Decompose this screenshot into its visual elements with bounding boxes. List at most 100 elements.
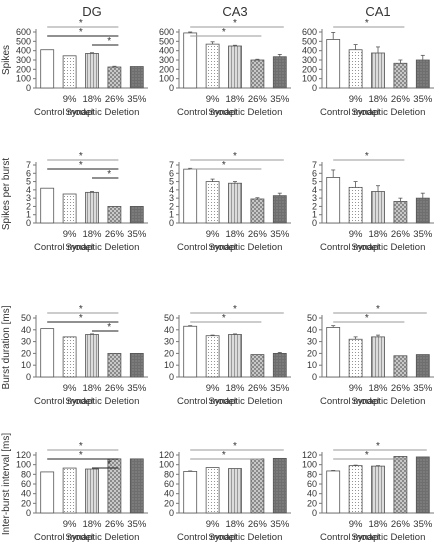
category-label-2: 18% xyxy=(368,519,388,530)
y-tick-label: 600 xyxy=(302,27,317,37)
significance-star: * xyxy=(376,304,380,315)
bar-1 xyxy=(62,193,77,224)
y-tick-label: 200 xyxy=(16,64,31,74)
y-tick-label: 1 xyxy=(169,210,174,220)
y-tick-label: 4 xyxy=(312,185,317,195)
category-label-1: 9% xyxy=(349,383,363,394)
y-tick-label: 300 xyxy=(159,55,174,65)
significance-star: * xyxy=(365,313,369,324)
bar-0 xyxy=(183,32,198,89)
significance-star: * xyxy=(79,18,83,29)
category-label-2: 18% xyxy=(82,94,102,105)
category-label-1: 9% xyxy=(206,519,220,530)
y-tick-label: 20 xyxy=(164,498,174,508)
y-tick-label: 0 xyxy=(312,218,317,228)
y-tick-label: 7 xyxy=(169,160,174,170)
category-label-1: 9% xyxy=(63,229,77,240)
category-label-control: Control model xyxy=(34,242,93,253)
category-label-4: 35% xyxy=(127,383,147,394)
significance-star: * xyxy=(222,450,226,461)
y-tick-label: 0 xyxy=(169,218,174,228)
category-label-3: 26% xyxy=(105,229,125,240)
category-label-1: 9% xyxy=(63,519,77,530)
category-label-2: 18% xyxy=(82,519,102,530)
category-label-4: 35% xyxy=(127,229,147,240)
y-tick-label: 4 xyxy=(169,185,174,195)
y-tick-label: 0 xyxy=(312,508,317,518)
significance-star: * xyxy=(79,450,83,461)
y-tick-label: 20 xyxy=(21,348,31,358)
bar-3 xyxy=(393,201,408,224)
bar-0 xyxy=(183,325,198,378)
y-tick-label: 2 xyxy=(169,201,174,211)
bar-4 xyxy=(129,458,144,514)
category-label-2: 18% xyxy=(368,229,388,240)
y-tick-label: 600 xyxy=(16,27,31,37)
bar-1 xyxy=(348,49,363,89)
y-tick-label: 40 xyxy=(21,489,31,499)
y-tick-label: 50 xyxy=(164,313,174,323)
category-label-1: 9% xyxy=(349,94,363,105)
bar-4 xyxy=(272,56,287,89)
category-label-4: 35% xyxy=(127,94,147,105)
y-tick-label: 2 xyxy=(26,201,31,211)
y-tick-label: 500 xyxy=(159,36,174,46)
category-label-3: 26% xyxy=(391,519,411,530)
y-tick-label: 100 xyxy=(159,460,174,470)
y-tick-label: 500 xyxy=(16,36,31,46)
category-label-4: 35% xyxy=(413,94,433,105)
category-label-2: 18% xyxy=(225,383,245,394)
y-tick-label: 4 xyxy=(26,185,31,195)
bar-4 xyxy=(129,66,144,89)
y-tick-label: 6 xyxy=(312,168,317,178)
significance-star: * xyxy=(79,304,83,315)
category-label-deletion: Synaptic Deletion xyxy=(65,532,139,543)
y-tick-label: 0 xyxy=(26,372,31,382)
y-tick-label: 60 xyxy=(21,479,31,489)
bar-0 xyxy=(40,49,55,89)
bar-0 xyxy=(326,470,341,514)
category-label-4: 35% xyxy=(413,229,433,240)
significance-star: * xyxy=(222,160,226,171)
bar-4 xyxy=(129,206,144,224)
y-tick-label: 100 xyxy=(302,460,317,470)
significance-star: * xyxy=(222,313,226,324)
bar-4 xyxy=(415,456,430,514)
significance-star: * xyxy=(79,313,83,324)
bar-1 xyxy=(348,338,363,378)
y-tick-label: 0 xyxy=(312,83,317,93)
y-tick-label: 600 xyxy=(159,27,174,37)
bar-4 xyxy=(272,457,287,514)
category-label-3: 26% xyxy=(248,383,268,394)
y-tick-label: 50 xyxy=(21,313,31,323)
category-label-deletion: Synaptic Deletion xyxy=(65,107,139,118)
category-label-1: 9% xyxy=(349,229,363,240)
y-tick-label: 2 xyxy=(312,201,317,211)
category-label-control: Control model xyxy=(320,532,379,543)
bar-0 xyxy=(183,168,198,224)
category-label-control: Control model xyxy=(177,532,236,543)
y-tick-label: 5 xyxy=(26,177,31,187)
y-tick-label: 0 xyxy=(26,218,31,228)
bar-1 xyxy=(205,43,220,89)
bar-3 xyxy=(393,355,408,378)
y-axis-label: Inter-burst interval [ms] xyxy=(1,433,12,535)
category-label-1: 9% xyxy=(206,383,220,394)
y-tick-label: 5 xyxy=(169,177,174,187)
bar-4 xyxy=(415,354,430,378)
significance-star: * xyxy=(107,169,111,180)
category-label-control: Control model xyxy=(177,107,236,118)
category-label-deletion: Synaptic Deletion xyxy=(65,396,139,407)
y-axis-label: Spikes per burst xyxy=(1,158,12,230)
column-title-ca1: CA1 xyxy=(365,4,390,19)
bar-0 xyxy=(326,39,341,89)
y-tick-label: 40 xyxy=(307,489,317,499)
bar-1 xyxy=(62,55,77,89)
bar-3 xyxy=(107,66,122,89)
y-tick-label: 100 xyxy=(16,74,31,84)
